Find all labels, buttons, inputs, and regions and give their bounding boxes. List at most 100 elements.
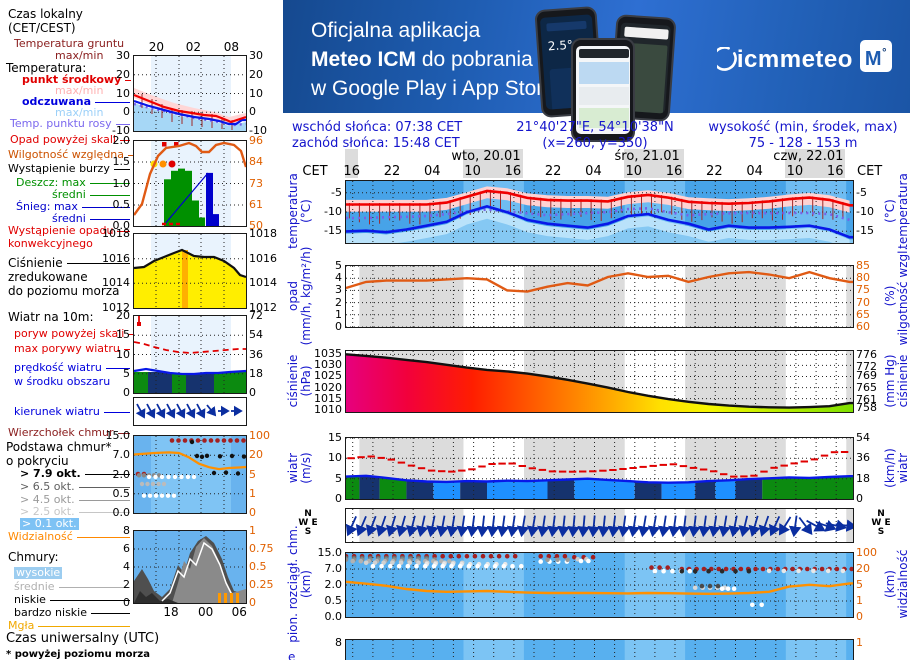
sun-times: wschód słońca: 07:38 CET zachód słońca: … <box>292 120 482 152</box>
mini-axis-tick-right: 1 <box>249 486 256 500</box>
legend-label-text: poryw powyżej skali <box>14 327 125 340</box>
plot-zachmurzenie[interactable] <box>345 639 854 660</box>
coordinates: 21°40'27"E, 54°10'38"N <box>516 120 674 135</box>
axis-tick-right: 776 <box>856 348 877 362</box>
sunrise-time: wschód słońca: 07:38 CET <box>292 120 463 135</box>
legend-label: Wystąpienie opadu <box>8 225 130 237</box>
mini-axis-tick-right: 0.75 <box>249 542 274 555</box>
hour-tick-label: 10 <box>464 164 481 179</box>
axis-tick-left: 4 <box>335 271 342 285</box>
mini-axis-tick-left: 2 <box>123 578 130 591</box>
legend-label: > 4.5 okt. <box>20 494 130 506</box>
legend-label: kierunek wiatru <box>14 406 130 418</box>
legend-label-text: Wystąpienie opadu <box>8 224 114 237</box>
axis-tick-left: 2.0 <box>324 578 343 591</box>
mini-utc-time-tick: 18 <box>163 605 179 619</box>
plot-opad[interactable] <box>345 265 854 328</box>
legend-label-text: wysokie <box>14 566 63 579</box>
axis-tick-left: 7.0 <box>324 562 343 575</box>
legend-label: Wilgotność względna <box>8 149 135 161</box>
panel-svg <box>345 509 858 542</box>
mini-local-time-tick: 02 <box>185 40 201 54</box>
legend-label-text: Opad powyżej skali <box>10 133 116 146</box>
legend-label-text: w środku obszaru <box>14 375 111 388</box>
legend-label: > 0.1 okt. <box>20 518 130 530</box>
mini-axis-tick-left: 0 <box>123 596 130 609</box>
axis-tick-right: 18 <box>856 471 870 485</box>
axis-tick-right: 100 <box>856 546 877 559</box>
mini-cloudcover-svg <box>134 531 246 603</box>
legend-label: Mgła <box>8 620 130 632</box>
plot-cisnienie[interactable] <box>345 350 854 413</box>
legend-label: konwekcyjnego <box>8 238 130 250</box>
mini-axis-tick-right: 1014 <box>249 276 277 290</box>
mini-axis-tick-right: 30 <box>249 49 263 62</box>
cet-label-right: CET <box>857 164 883 179</box>
hour-tick-label: 04 <box>424 164 441 179</box>
axis-tick-right: 0 <box>856 610 863 623</box>
axis-tick-left: 10 <box>328 451 342 465</box>
legend-label: Chmury: <box>8 551 130 563</box>
axis-tick-right: 5 <box>856 578 863 591</box>
legend-label: o pokryciu <box>6 455 130 467</box>
plot-kierunek-wiatru[interactable] <box>345 508 858 543</box>
mini-pressure-svg <box>133 234 247 308</box>
legend-label-text: bardzo niskie <box>14 606 87 619</box>
phone-mockup-meteogram <box>571 38 635 142</box>
legend-label-text: Wierzchołek chmur <box>8 426 114 439</box>
axis-tick-right: 75 <box>856 283 870 297</box>
legend-label-text: punkt środkowy <box>22 73 122 86</box>
legend-mini-pressure-chart <box>133 233 247 309</box>
legend-label-text: Mgła <box>8 619 35 632</box>
hour-tick-label: 16 <box>504 164 522 179</box>
mini-axis-tick-right: 73 <box>249 176 263 190</box>
legend-mini-temperature-chart <box>133 55 247 132</box>
axis-tick-left: 1010 <box>314 402 342 416</box>
axis-tick-left: -15 <box>324 224 342 238</box>
panel-svg <box>345 181 853 250</box>
mini-axis-tick-left: 10 <box>116 347 130 361</box>
legend-label-text: > 0.1 okt. <box>20 517 79 530</box>
plot-chmury-podstawa[interactable] <box>343 552 854 618</box>
mini-axis-tick-left: 1.5 <box>112 155 131 169</box>
axis-tick-right: 20 <box>856 562 870 575</box>
date-label: czw, 22.01 <box>773 149 844 164</box>
mini-axis-tick-right: 100 <box>249 429 270 442</box>
cet-label-left: CET <box>302 164 328 179</box>
legend-label-text: > 6.5 okt. <box>20 480 75 493</box>
mini-axis-tick-right: 96 <box>249 134 263 147</box>
logo-text: icmmeteo <box>736 46 853 73</box>
mini-axis-tick-right: 1018 <box>249 227 277 240</box>
mini-axis-tick-left: 5 <box>123 366 130 380</box>
axis-tick-right: 85 <box>856 259 870 272</box>
mini-axis-tick-left: 0 <box>123 105 130 119</box>
app-banner[interactable]: Oficjalna aplikacja Meteo ICM do pobrani… <box>283 0 910 142</box>
mini-local-time-tick: 20 <box>148 40 165 54</box>
legend-label: > 6.5 okt. <box>20 481 130 493</box>
logo-badge: M° <box>859 40 892 72</box>
plot-wiatr[interactable] <box>345 437 854 500</box>
legend-mini-cloudbase-chart <box>133 435 247 514</box>
legend-label-text: Deszcz: max <box>16 176 86 189</box>
mini-axis-tick-left: 0.0 <box>112 506 131 519</box>
legend-label: Temperatura gruntu <box>14 38 130 50</box>
mini-axis-tick-left: 30 <box>116 49 130 62</box>
hour-tick-label: 22 <box>544 164 562 179</box>
mini-axis-tick-right: 0 <box>249 596 256 609</box>
legend-mini-precip-chart <box>133 140 248 227</box>
icmmeteo-logo[interactable]: icmmeteo M° <box>712 40 892 74</box>
mini-axis-tick-left: 1012 <box>102 301 130 314</box>
plot-temperatura[interactable] <box>345 180 854 250</box>
banner-line1: Oficjalna aplikacja <box>311 19 481 42</box>
axis-tick-left: 1030 <box>314 358 342 372</box>
mini-axis-tick-left: 1016 <box>102 251 130 265</box>
mini-axis-tick-left: 0.0 <box>112 219 131 232</box>
logo-swoosh-icon <box>712 46 737 71</box>
hour-tick-label: 22 <box>383 164 401 179</box>
mini-axis-tick-left: 7.0 <box>112 448 131 462</box>
legend-label: poryw powyżej skali <box>14 327 135 340</box>
legend-label-text: średnie <box>14 580 55 593</box>
mini-axis-tick-left: 2.0 <box>112 134 131 147</box>
hour-tick-label: 22 <box>706 164 723 179</box>
legend-label-text: odczuwana <box>22 95 92 108</box>
